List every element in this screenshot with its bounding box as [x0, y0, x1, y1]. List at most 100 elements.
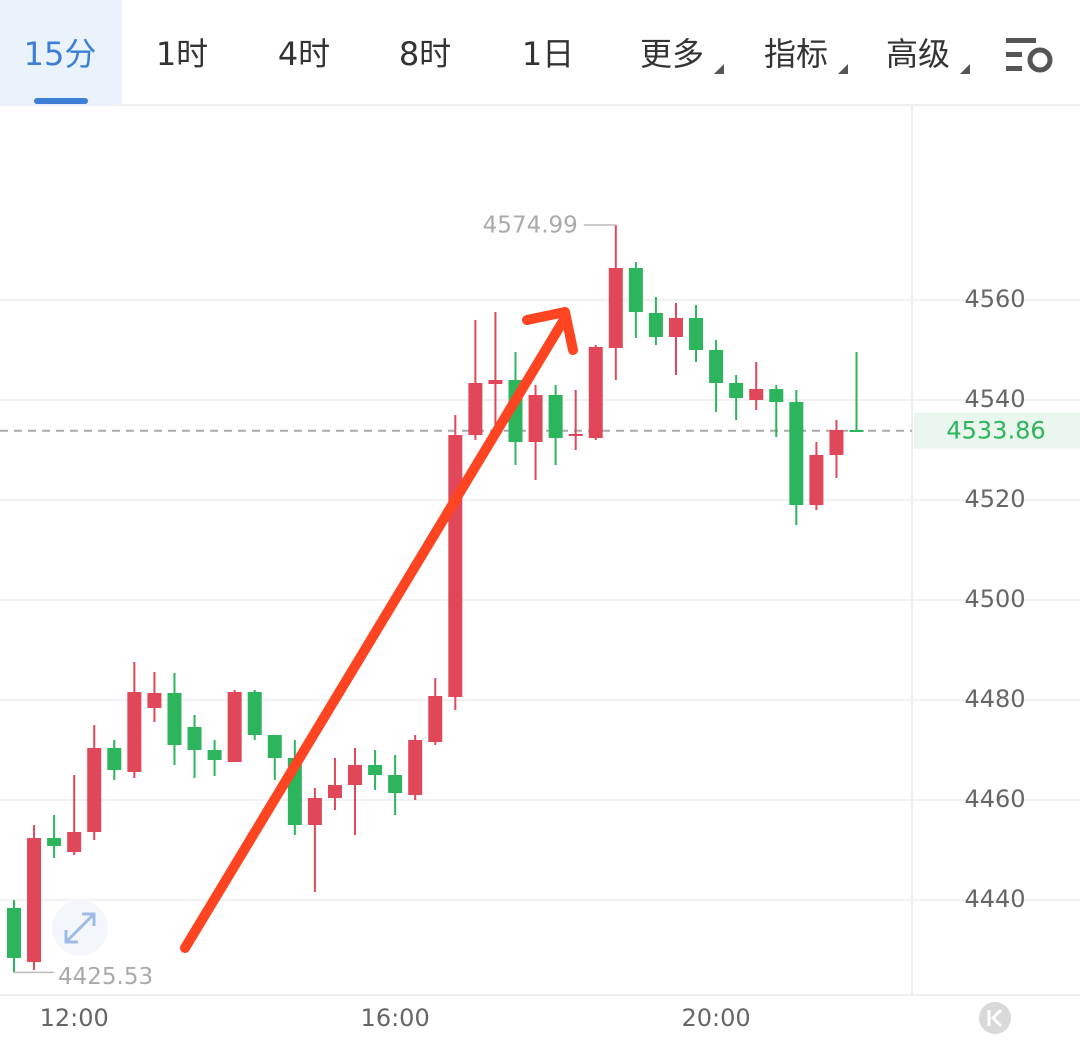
- dropdown-triangle: [960, 64, 970, 74]
- candle-body: [528, 395, 543, 442]
- candle: [107, 740, 122, 780]
- candle-body: [267, 735, 282, 758]
- candle: [408, 735, 423, 800]
- candle-body: [608, 268, 623, 348]
- candle: [388, 755, 403, 815]
- tab-bar: 15分 1时 4时 8时 1日 更多 指标 高级: [0, 0, 970, 105]
- y-tick-label: 4500: [964, 585, 1025, 613]
- trend-arrow: [180, 307, 578, 953]
- candle: [187, 715, 202, 778]
- candle-body: [87, 748, 102, 832]
- candle: [648, 297, 663, 345]
- candle-body: [127, 692, 142, 772]
- candle: [528, 385, 543, 480]
- candle-body: [67, 832, 82, 852]
- candle-body: [187, 727, 202, 750]
- candle: [829, 420, 844, 478]
- tab[interactable]: 高级: [886, 35, 950, 73]
- candle: [568, 390, 583, 450]
- candle: [628, 262, 643, 338]
- candle-body: [809, 455, 824, 505]
- candle: [227, 690, 242, 762]
- tab[interactable]: 4时: [278, 35, 330, 73]
- expand-icon[interactable]: [52, 900, 108, 956]
- low-label: 4425.53: [58, 964, 153, 990]
- y-tick-label: 4560: [964, 285, 1025, 313]
- candle-body: [147, 693, 162, 708]
- candle-body: [628, 268, 643, 312]
- candle: [608, 225, 623, 380]
- candle: [47, 815, 62, 858]
- y-tick-label: 4460: [964, 785, 1025, 813]
- x-tick-label: 16:00: [361, 1004, 430, 1032]
- y-tick-label: 4520: [964, 485, 1025, 513]
- candle: [809, 442, 824, 510]
- candle-body: [548, 395, 563, 438]
- candle-body: [488, 380, 503, 384]
- candle-body: [648, 313, 663, 337]
- candle: [7, 900, 21, 973]
- candle-body: [689, 318, 704, 350]
- candle: [267, 735, 282, 780]
- candle: [588, 345, 603, 440]
- candle-body: [849, 430, 864, 432]
- candle-body: [729, 383, 744, 398]
- candle-body: [348, 765, 363, 785]
- candle-body: [7, 908, 21, 958]
- candle: [307, 788, 322, 892]
- candle: [147, 672, 162, 722]
- candle-body: [307, 798, 322, 825]
- candle-body: [428, 696, 443, 742]
- candle: [749, 362, 764, 410]
- candle-body: [247, 692, 262, 735]
- x-tick-label: 20:00: [682, 1004, 751, 1032]
- candle-body: [588, 347, 603, 438]
- candle: [327, 758, 342, 810]
- candle: [689, 305, 704, 362]
- candle: [468, 320, 483, 440]
- y-tick-label: 4440: [964, 885, 1025, 913]
- settings-icon[interactable]: [1006, 38, 1053, 73]
- candle: [668, 303, 683, 375]
- candle-body: [227, 692, 242, 762]
- candle: [488, 312, 503, 440]
- candle-body: [408, 740, 423, 795]
- candle-body: [167, 693, 182, 745]
- dropdown-triangle: [714, 64, 724, 74]
- candle: [368, 750, 383, 790]
- high-label: 4574.99: [483, 213, 578, 239]
- y-tick-label: 4480: [964, 685, 1025, 713]
- candle: [207, 740, 222, 776]
- candle-body: [388, 775, 403, 793]
- candle: [789, 390, 804, 525]
- candle-body: [568, 434, 583, 436]
- dropdown-triangle: [838, 64, 848, 74]
- tab[interactable]: 指标: [764, 35, 828, 73]
- candle-body: [769, 389, 784, 402]
- candle-body: [27, 838, 42, 962]
- candle: [247, 690, 262, 740]
- candle-body: [47, 838, 62, 846]
- candle-body: [829, 430, 844, 455]
- candle: [448, 415, 463, 710]
- tab[interactable]: 15分: [24, 35, 97, 73]
- candle: [348, 748, 363, 835]
- candle: [849, 352, 864, 432]
- active-tab-bg: [0, 0, 122, 105]
- candle-body: [368, 765, 383, 775]
- candle: [548, 385, 563, 465]
- candle-body: [107, 748, 122, 770]
- scroll-end-button[interactable]: [979, 1002, 1011, 1034]
- tab[interactable]: 更多: [640, 35, 704, 73]
- candle-body: [207, 750, 222, 760]
- candle: [428, 678, 443, 745]
- tab[interactable]: 8时: [399, 35, 451, 73]
- candle: [769, 385, 784, 437]
- candle: [127, 662, 142, 778]
- candle-body: [709, 350, 724, 383]
- candle-body: [327, 785, 342, 798]
- tab[interactable]: 1时: [156, 35, 208, 73]
- tab[interactable]: 1日: [522, 35, 574, 73]
